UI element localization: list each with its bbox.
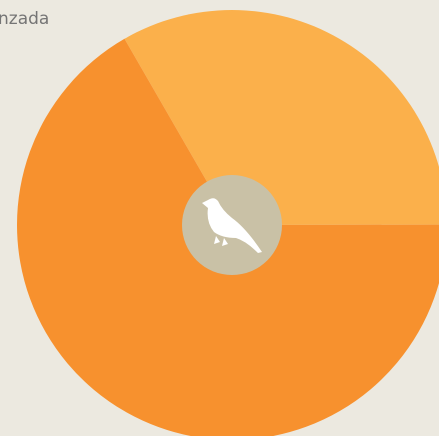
bird-icon	[202, 198, 262, 253]
legend-label: nzada	[0, 9, 49, 29]
pie-slice	[124, 10, 439, 225]
